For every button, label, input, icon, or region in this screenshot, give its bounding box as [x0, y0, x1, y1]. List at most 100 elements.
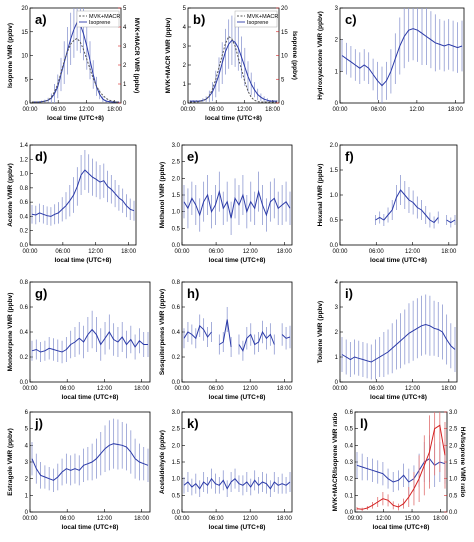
x-tick-label: 18:00 — [265, 107, 281, 113]
y-tick-label: 20 — [21, 6, 28, 12]
series-line — [356, 424, 446, 510]
legend-entry: MVK+MACR — [89, 14, 120, 20]
y-tick-label: 4 — [335, 280, 339, 286]
y-tick-label: 1.5 — [330, 168, 339, 174]
x-tick-label: 00:00 — [22, 249, 38, 255]
x-tick-label: 00:00 — [332, 386, 348, 392]
y-axis-label: MVK+MACR VMR (ppbv) — [165, 18, 172, 94]
x-tick-label: 12:00 — [405, 249, 421, 255]
panel-label: e) — [187, 149, 199, 164]
y-tick-label: 2.5 — [172, 160, 181, 166]
x-tick-label: 00:00 — [174, 249, 190, 255]
y-tick-label: 0 — [335, 380, 339, 386]
y2-axis-label: HA/Isoprene VMR ratio — [459, 427, 466, 497]
y-tick-label: 0.5 — [172, 226, 181, 232]
panel-c: 0 1 2 3 00:00 06:00 12:00 18:00 Hydroxyacetone V… — [317, 6, 465, 113]
y-tick-label: 0.2 — [345, 477, 354, 483]
y-tick-label: 0.0 — [20, 380, 29, 386]
panel-f: 0.0 0.5 1.0 1.5 2.0 00:00 06:00 12:00 18:00 local… — [317, 143, 458, 264]
x-tick-label: 12:00 — [409, 107, 425, 113]
y-tick-label: 0.0 — [345, 510, 354, 516]
y-axis-label: MVK+MACR/Isoprene VMR ratio — [332, 413, 339, 512]
y-tick-label: 0.0 — [172, 510, 181, 516]
x-tick-label: 18:00 — [441, 249, 457, 255]
y-axis-label: Sesquiterpenes VMR (ppbv) — [159, 289, 166, 375]
x-axis-label: local time (UTC+8) — [209, 394, 266, 401]
y-tick-label: 0 — [335, 101, 339, 107]
y-tick-label: 1 — [25, 493, 29, 499]
x-tick-label: 12:00 — [405, 386, 421, 392]
x-tick-label: 09:00 — [347, 516, 363, 522]
x-tick-label: 00:00 — [332, 107, 348, 113]
y-tick-label: 1 — [335, 355, 339, 361]
x-tick-label: 06:00 — [60, 516, 76, 522]
y-tick-label: 3 — [25, 460, 29, 466]
y-tick-label: 2 — [335, 38, 339, 44]
y-tick-label: 1.0 — [172, 477, 181, 483]
y-tick-label: 0.2 — [172, 355, 181, 361]
panel-label: a) — [35, 12, 47, 27]
legend-box — [234, 10, 278, 28]
y2-tick-label: 1 — [123, 82, 127, 88]
x-tick-label: 06:00 — [209, 516, 225, 522]
series-line — [356, 458, 446, 483]
plot-frame — [29, 144, 137, 246]
y-tick-label: 0.6 — [172, 305, 181, 311]
y-tick-label: 0.0 — [330, 243, 339, 249]
legend-entry: Isoprene — [247, 20, 268, 26]
y-tick-label: 0.4 — [345, 443, 354, 449]
panel-g: 0.0 0.2 0.4 0.6 0.8 00:00 06:00 12:00 18:00 local… — [7, 280, 151, 401]
panel-b: 0 1 2 3 4 5 0 5 10 15 20 Isoprene (ppbv) 00:00 06:00 1… — [165, 6, 298, 122]
y2-tick-label: 15 — [281, 30, 288, 36]
x-axis-label: local time (UTC+8) — [370, 394, 427, 401]
y-tick-label: 4 — [25, 443, 29, 449]
x-tick-label: 12:00 — [243, 386, 259, 392]
y-tick-label: 5 — [25, 77, 29, 83]
panel-i: 0 1 2 3 4 00:00 06:00 12:00 18:00 local time (UTC… — [317, 280, 458, 401]
series-line — [183, 189, 291, 219]
y2-tick-label: 1.0 — [449, 477, 458, 483]
y-tick-label: 2 — [183, 63, 187, 69]
x-axis-label: local time (UTC+8) — [47, 115, 104, 122]
y2-tick-label: 5 — [123, 6, 127, 12]
y-tick-label: 0.0 — [20, 243, 29, 249]
panel-label: j) — [34, 416, 43, 431]
y-tick-label: 6 — [25, 410, 29, 416]
series-line — [31, 328, 148, 353]
y-tick-label: 3 — [335, 305, 339, 311]
y2-tick-label: 3.0 — [449, 410, 458, 416]
x-axis-label: local time (UTC+8) — [62, 394, 119, 401]
y-tick-label: 0.4 — [20, 330, 29, 336]
x-axis-label: local time (UTC+8) — [205, 115, 262, 122]
y-tick-label: 2 — [335, 330, 339, 336]
panel-label: f) — [345, 149, 354, 164]
series-line — [32, 21, 119, 103]
y2-tick-label: 5 — [281, 77, 285, 83]
x-tick-label: 00:00 — [332, 249, 348, 255]
y-tick-label: 2.0 — [330, 143, 339, 149]
y2-tick-label: 20 — [281, 6, 288, 12]
x-tick-label: 06:00 — [55, 249, 71, 255]
y-tick-label: 0.1 — [345, 493, 354, 499]
x-axis-label: local time (UTC+8) — [373, 524, 430, 531]
panel-label: d) — [35, 149, 47, 164]
x-tick-label: 06:00 — [369, 249, 385, 255]
series-line — [183, 319, 291, 352]
y-tick-label: 1.0 — [20, 172, 29, 178]
panel-d: 0.0 0.2 0.4 0.6 0.8 1.0 1.2 1.4 00:00 06:00 12:00 1… — [7, 143, 137, 264]
x-tick-label: 06:00 — [369, 386, 385, 392]
y-tick-label: 0.2 — [20, 355, 29, 361]
x-tick-label: 18:00 — [448, 107, 464, 113]
y2-tick-label: 1.5 — [449, 460, 458, 466]
y2-tick-label: 0 — [123, 101, 127, 107]
x-tick-label: 18:00 — [277, 386, 293, 392]
y-tick-label: 0.2 — [20, 229, 29, 235]
y2-tick-label: 3 — [123, 44, 127, 50]
y-tick-label: 0.5 — [172, 493, 181, 499]
y2-tick-label: 2.0 — [449, 443, 458, 449]
y2-tick-label: 4 — [123, 25, 127, 31]
y-tick-label: 5 — [183, 6, 187, 12]
x-tick-label: 06:00 — [51, 107, 67, 113]
panel-a: 0 5 10 15 20 0 1 2 3 4 5 MVK+MACR VMR (ppbv) 00:00 06… — [7, 6, 140, 122]
x-tick-label: 00:00 — [180, 107, 196, 113]
